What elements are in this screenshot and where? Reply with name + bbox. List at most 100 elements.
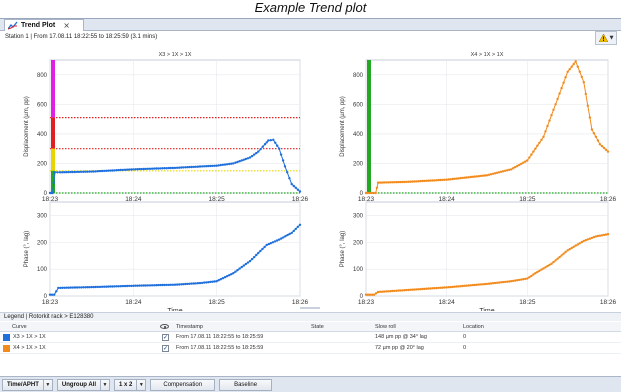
data-point <box>380 290 384 293</box>
data-point <box>570 246 573 250</box>
data-point <box>503 280 507 284</box>
data-point <box>75 170 79 174</box>
y-tick-label: 200 <box>353 240 364 246</box>
chevron-down-icon: ▼ <box>609 35 614 41</box>
data-point <box>425 287 428 290</box>
data-point <box>374 292 378 295</box>
data-point <box>370 191 373 195</box>
col-timestamp[interactable]: Timestamp <box>176 323 203 330</box>
data-point <box>483 282 487 286</box>
warning-button[interactable]: ▼ <box>595 31 617 45</box>
data-point <box>196 165 200 168</box>
data-point <box>294 186 297 189</box>
data-point <box>562 252 565 255</box>
data-point <box>491 282 495 285</box>
data-point <box>582 239 585 243</box>
data-point <box>103 169 106 173</box>
data-point <box>544 130 547 133</box>
data-point <box>411 180 414 183</box>
data-point <box>433 287 436 290</box>
data-point <box>278 147 281 150</box>
data-point <box>98 169 102 173</box>
data-point <box>376 290 380 294</box>
data-point <box>568 68 571 71</box>
data-point <box>475 283 479 286</box>
data-point <box>50 293 54 296</box>
data-point <box>399 289 402 292</box>
data-point <box>178 283 181 286</box>
trend-charts[interactable]: 0 200 400 600 800 18:23 18:24 18:25 18:26 X3 > 1X… <box>0 41 621 311</box>
data-point <box>94 285 98 289</box>
data-point <box>503 169 507 172</box>
legend-row-x3[interactable]: X3 > 1X > 1X ✓ From 17.08.11 18:22:55 to… <box>0 332 621 343</box>
data-point <box>265 243 268 247</box>
data-point <box>250 154 254 158</box>
data-point <box>119 168 123 172</box>
data-point <box>242 264 245 267</box>
ungroup-all-button[interactable]: Ungroup All <box>56 379 102 391</box>
data-point <box>382 181 386 184</box>
x-tick-label: 18:24 <box>125 299 142 306</box>
data-point <box>157 283 160 287</box>
data-point <box>443 178 446 181</box>
y-tick-label: 0 <box>360 294 364 300</box>
data-point <box>469 284 473 287</box>
chevron-down-icon[interactable]: ▼ <box>137 379 147 391</box>
baseline-button[interactable]: Baseline <box>219 379 273 391</box>
data-point <box>134 168 137 171</box>
visible-checkbox[interactable]: ✓ <box>162 344 169 352</box>
col-slow-roll[interactable]: Slow roll <box>375 323 396 330</box>
chevron-down-icon[interactable]: ▼ <box>43 379 53 391</box>
data-point <box>78 286 81 289</box>
tab-trend-plot[interactable]: Trend Plot × <box>4 19 84 31</box>
warning-icon <box>598 34 608 42</box>
compensation-button[interactable]: Compensation <box>150 379 216 391</box>
col-location[interactable]: Location <box>463 323 484 330</box>
data-point <box>493 281 497 285</box>
data-point <box>273 240 277 243</box>
alarm-bar-segment <box>51 117 55 149</box>
data-point <box>423 287 426 291</box>
data-point <box>578 70 581 73</box>
time-apht-button[interactable]: Time/APHT <box>2 379 44 391</box>
data-point <box>257 150 260 153</box>
data-point <box>449 285 452 289</box>
data-point <box>123 284 127 288</box>
data-point <box>128 284 131 288</box>
data-point <box>441 178 444 182</box>
chevron-down-icon[interactable]: ▼ <box>101 379 111 391</box>
y-tick-label: 600 <box>353 102 364 108</box>
data-point <box>167 283 170 287</box>
data-point <box>140 167 143 171</box>
y-tick-label: 0 <box>44 191 48 197</box>
col-state[interactable]: State <box>311 323 324 330</box>
col-curve[interactable]: Curve <box>12 323 27 330</box>
data-point <box>401 180 404 184</box>
alarm-bar-segment <box>51 148 55 171</box>
layout-button[interactable]: 1 x 2 <box>114 379 138 391</box>
data-point <box>272 138 275 141</box>
eye-icon[interactable] <box>160 322 169 331</box>
data-point <box>205 165 208 168</box>
data-point <box>522 161 525 164</box>
data-point <box>255 151 258 155</box>
data-point <box>534 147 537 150</box>
visible-checkbox[interactable]: ✓ <box>162 333 169 341</box>
data-point <box>109 285 112 288</box>
data-point <box>221 163 225 166</box>
data-point <box>584 92 587 96</box>
legend-row-x4[interactable]: X4 > 1X > 1X ✓ From 17.08.11 18:22:55 to… <box>0 343 621 354</box>
data-point <box>71 170 74 174</box>
alarm-bar-segment <box>367 60 371 193</box>
data-point <box>269 242 272 245</box>
data-point <box>53 293 56 296</box>
data-point <box>602 146 606 150</box>
data-point <box>433 179 436 182</box>
data-point <box>370 293 374 296</box>
close-icon[interactable]: × <box>63 20 70 30</box>
data-point <box>445 286 448 289</box>
data-point <box>542 267 545 270</box>
data-point <box>572 245 575 248</box>
data-point <box>228 162 231 166</box>
data-point <box>481 283 485 286</box>
